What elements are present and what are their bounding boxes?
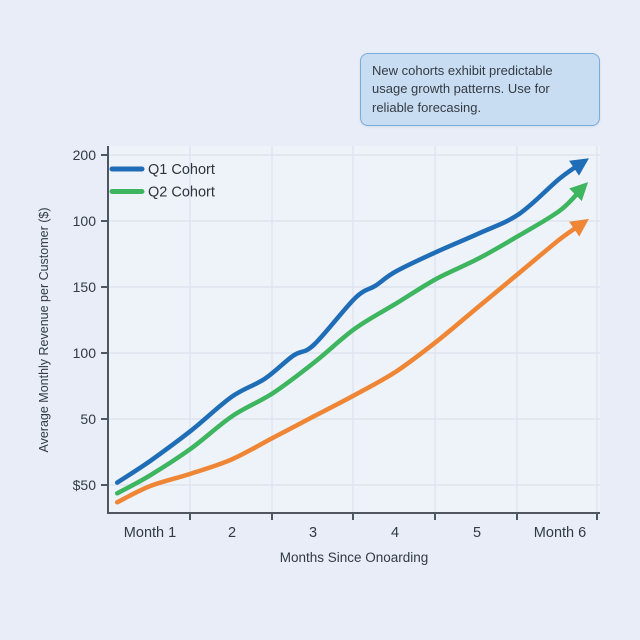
y-tick-label: 200 xyxy=(73,147,97,163)
x-axis-ticks: Month 1 2 3 4 5 Month 6 xyxy=(124,513,598,541)
y-tick-label: $50 xyxy=(73,477,97,493)
x-tick-label: 3 xyxy=(309,525,317,541)
gridlines xyxy=(108,146,600,513)
y-tick-label: 100 xyxy=(73,345,97,361)
x-axis-title: Months Since Onoarding xyxy=(280,550,429,565)
y-tick-label: 100 xyxy=(73,213,97,229)
annotation-text: New cohorts exhibit predictable usage gr… xyxy=(372,63,553,115)
x-tick-label: 5 xyxy=(473,525,481,541)
legend-label: Q2 Cohort xyxy=(148,185,215,201)
data-series-lines xyxy=(114,158,589,505)
y-tick-label: 150 xyxy=(73,279,97,295)
x-tick-label: 2 xyxy=(228,525,236,541)
y-axis-ticks: 200 100 150 100 50 $50 xyxy=(73,147,108,493)
series-line-unlabeled-orange xyxy=(114,218,589,505)
legend-label: Q1 Cohort xyxy=(148,162,215,178)
y-tick-label: 50 xyxy=(80,411,96,427)
legend: Q1 Cohort Q2 Cohort xyxy=(109,162,215,201)
x-tick-label: Month 1 xyxy=(124,525,176,541)
y-axis-title: Average Monthly Revenue per Customer ($) xyxy=(37,207,51,452)
x-tick-label: 4 xyxy=(391,525,399,541)
annotation-callout: New cohorts exhibit predictable usage gr… xyxy=(360,53,600,127)
series-line-q2-cohort xyxy=(114,182,589,496)
x-tick-label: Month 6 xyxy=(534,525,586,541)
series-line-q1-cohort xyxy=(114,158,589,485)
